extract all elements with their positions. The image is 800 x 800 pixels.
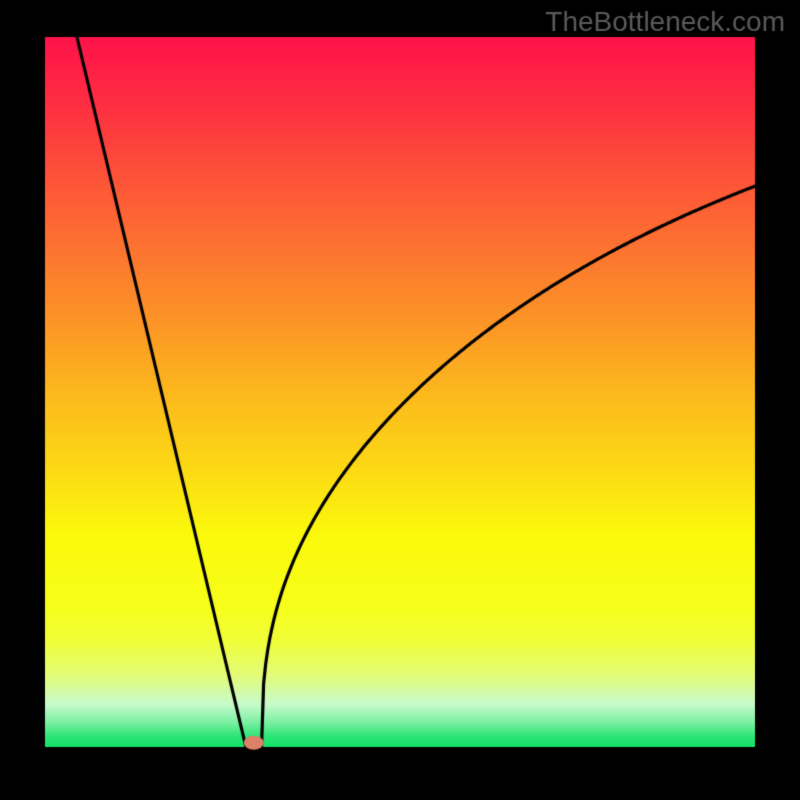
bottleneck-chart	[0, 0, 800, 800]
